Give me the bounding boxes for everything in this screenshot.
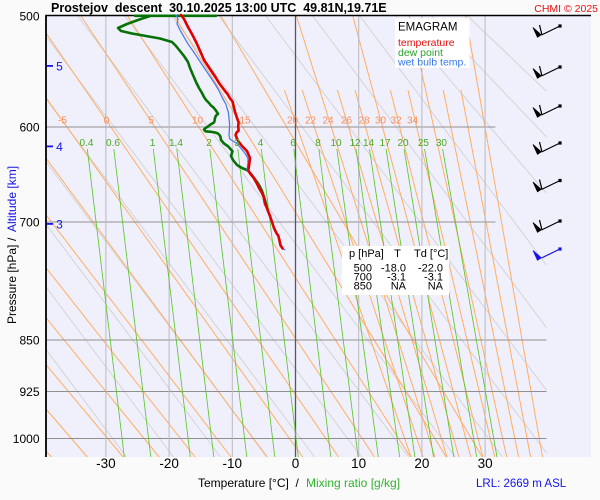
svg-text:10: 10 (351, 456, 366, 471)
svg-text:-18.0: -18.0 (381, 263, 406, 275)
svg-text:NA: NA (428, 281, 444, 293)
svg-text:-3.1: -3.1 (424, 272, 443, 284)
svg-text:30: 30 (436, 138, 448, 149)
svg-text:700: 700 (354, 272, 372, 284)
svg-text:8: 8 (315, 138, 321, 149)
svg-text:1000: 1000 (13, 432, 40, 446)
svg-text:-3.1: -3.1 (387, 272, 406, 284)
svg-text:p [hPa]: p [hPa] (349, 248, 384, 260)
svg-text:700: 700 (19, 215, 39, 229)
svg-text:Pressure [hPa]: Pressure [hPa] (5, 245, 19, 324)
svg-text:Td [°C]: Td [°C] (414, 248, 448, 260)
svg-text:24: 24 (322, 116, 334, 127)
svg-text:10: 10 (330, 138, 342, 149)
svg-text:0: 0 (292, 456, 300, 471)
svg-text:5: 5 (56, 59, 63, 73)
svg-text:15: 15 (239, 116, 251, 127)
svg-text:14: 14 (363, 138, 375, 149)
svg-text:32: 32 (390, 116, 402, 127)
svg-text:Temperature [°C] /: Temperature [°C] / (198, 476, 300, 490)
svg-text:Altitude [km]: Altitude [km] (5, 166, 19, 232)
svg-text:dew point: dew point (398, 47, 443, 59)
svg-text:26: 26 (341, 116, 353, 127)
svg-text:20: 20 (414, 456, 429, 471)
svg-text:NA: NA (391, 281, 407, 293)
svg-text:500: 500 (354, 263, 372, 275)
svg-text:12: 12 (349, 138, 361, 149)
svg-text:30: 30 (478, 456, 493, 471)
svg-text:Prostejov descent 30.10.2025: Prostejov descent 30.10.2025 13:00 UTC 4… (51, 1, 387, 15)
svg-text:6: 6 (290, 138, 296, 149)
svg-text:-20: -20 (159, 456, 179, 471)
svg-text:0.6: 0.6 (106, 138, 120, 149)
svg-text:1.4: 1.4 (169, 138, 183, 149)
svg-text:22: 22 (305, 116, 317, 127)
svg-text:28: 28 (358, 116, 370, 127)
svg-text:temperature: temperature (398, 37, 455, 49)
svg-text:30: 30 (375, 116, 387, 127)
svg-text:wet bulb temp.: wet bulb temp. (397, 57, 466, 69)
svg-text:20: 20 (397, 138, 409, 149)
svg-text:600: 600 (19, 120, 39, 134)
svg-text:0.4: 0.4 (80, 138, 94, 149)
svg-text:0: 0 (104, 116, 110, 127)
svg-text:3: 3 (56, 217, 63, 231)
svg-text:10: 10 (192, 116, 204, 127)
svg-text:-30: -30 (96, 456, 116, 471)
svg-text:-22.0: -22.0 (418, 263, 443, 275)
svg-text:T: T (394, 248, 401, 260)
svg-text:25: 25 (418, 138, 430, 149)
svg-text:500: 500 (19, 9, 39, 23)
svg-text:4: 4 (258, 138, 264, 149)
svg-text:20: 20 (287, 116, 299, 127)
svg-text:17: 17 (379, 138, 391, 149)
svg-text:5: 5 (148, 116, 154, 127)
svg-text:4: 4 (56, 140, 63, 154)
svg-text:LRL: 2669 m ASL: LRL: 2669 m ASL (476, 478, 567, 490)
svg-text:850: 850 (354, 281, 372, 293)
svg-text:1: 1 (150, 138, 156, 149)
svg-text:925: 925 (19, 385, 39, 399)
svg-text:/: / (5, 237, 19, 241)
svg-text:850: 850 (19, 333, 39, 347)
svg-text:3: 3 (234, 138, 240, 149)
svg-text:-10: -10 (223, 456, 243, 471)
svg-text:CHMI © 2025: CHMI © 2025 (534, 3, 598, 15)
svg-text:-5: -5 (58, 116, 67, 127)
svg-text:Mixing ratio [g/kg]: Mixing ratio [g/kg] (306, 476, 400, 490)
svg-text:EMAGRAM: EMAGRAM (398, 21, 457, 33)
svg-text:34: 34 (407, 116, 419, 127)
svg-text:2: 2 (206, 138, 212, 149)
